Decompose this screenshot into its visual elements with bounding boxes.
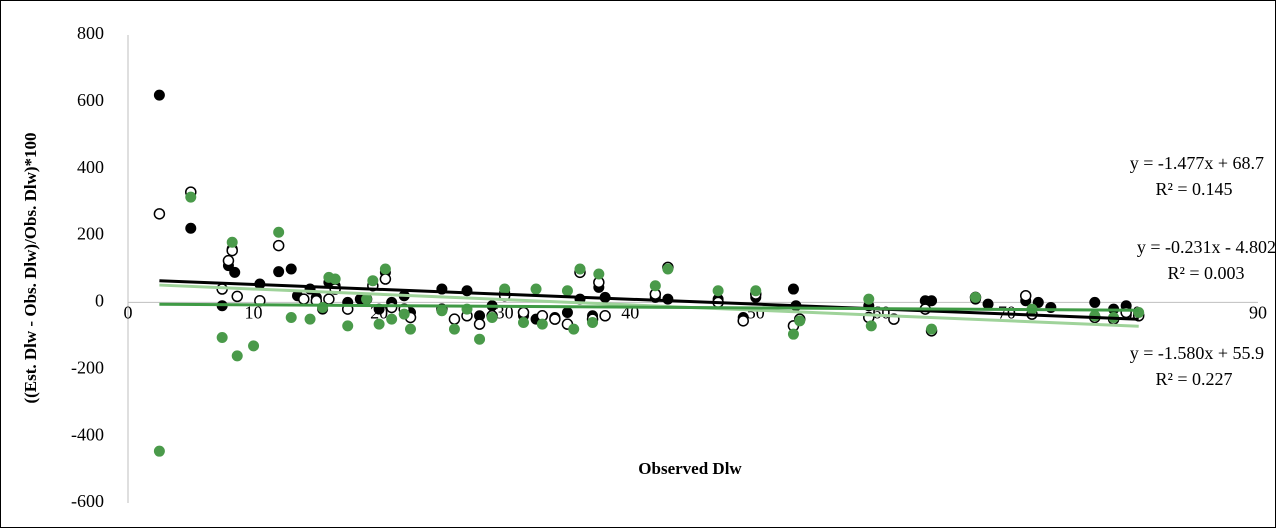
data-point [285,311,297,323]
trendline-equation: y = -0.231x - 4.802 [1137,237,1276,257]
data-point [448,323,460,335]
data-point [405,323,416,335]
data-point [248,340,260,352]
data-point [982,298,994,310]
data-point [787,283,799,295]
data-point [1019,289,1032,302]
data-point [153,208,166,220]
y-tick-label: 200 [77,224,104,244]
data-point [226,236,238,248]
data-point [574,263,586,275]
data-point [737,315,749,327]
data-point [536,318,548,330]
y-tick-label: -600 [71,491,104,511]
trendline [159,302,1139,312]
data-point [1032,296,1044,308]
data-point [593,268,605,280]
y-tick-label: -200 [71,357,104,377]
data-point [216,332,228,344]
data-point [231,290,243,303]
data-point [272,239,285,252]
trendline-r2: R² = 0.227 [1155,369,1232,389]
data-point [379,263,391,275]
data-point [367,275,379,287]
data-point [863,293,875,305]
data-point [229,266,241,278]
data-point [448,313,461,325]
data-point [530,283,542,295]
trendline-equation: y = -1.477x + 68.7 [1130,153,1264,173]
data-point [926,295,938,307]
data-point [153,445,165,457]
data-point [474,333,486,345]
data-point [787,328,799,340]
data-point [298,293,310,305]
data-point [926,323,938,335]
x-tick-label: 10 [245,303,263,323]
data-point [329,273,341,285]
data-point [361,293,373,305]
data-point [323,293,335,305]
trendline [159,279,1139,321]
data-point [273,266,285,278]
trendline-r2: R² = 0.145 [1155,179,1232,199]
data-point [231,350,243,362]
x-tick-label: 0 [124,303,133,323]
trendline-r2: R² = 0.003 [1167,263,1244,283]
data-point [970,291,981,303]
data-point [750,285,762,297]
data-point [1089,296,1101,308]
data-point [568,323,580,335]
data-point [587,316,599,328]
data-point [222,254,235,267]
data-point [285,263,297,275]
data-point [398,308,410,320]
data-point [649,280,661,292]
y-tick-label: 400 [77,157,104,177]
trendline-equation: y = -1.580x + 55.9 [1130,343,1264,363]
data-point [304,313,316,325]
data-point [712,285,724,297]
y-tick-label: 600 [77,90,104,110]
data-point [342,320,354,332]
x-tick-label: 60 [872,303,890,323]
data-point [599,310,611,322]
data-point [794,315,806,327]
y-tick-label: 800 [77,23,104,43]
data-point [273,226,285,238]
data-point [561,285,573,297]
data-point [386,313,398,325]
data-point [865,320,877,332]
data-point [373,318,385,330]
data-point [499,283,511,295]
data-point [379,273,392,285]
data-point [561,306,573,318]
data-point [517,306,530,319]
data-point [1089,310,1101,322]
data-point [153,89,165,101]
x-axis-title: Observed Dlw [638,459,742,478]
data-point [549,313,561,325]
data-point [486,311,498,323]
trendline [159,283,1139,328]
data-point [518,316,529,328]
x-tick-label: 90 [1249,303,1267,323]
y-tick-label: 0 [95,291,104,311]
data-point [185,191,197,203]
y-axis-title: ((Est. Dlw - Obs. Dlw)/Obs. Dlw)*100 [21,132,40,403]
y-tick-label: -400 [71,424,104,444]
data-point [473,318,486,330]
data-point [385,301,398,314]
data-point [185,222,197,234]
data-point [662,263,674,275]
